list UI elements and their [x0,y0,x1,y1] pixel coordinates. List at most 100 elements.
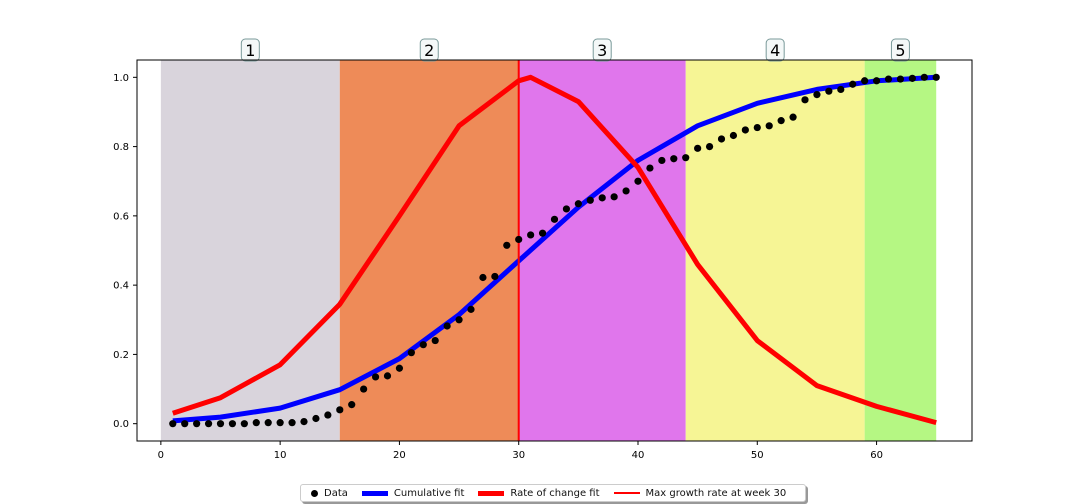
data-point-50 [765,122,773,130]
x-tick-label-0: 0 [158,450,164,461]
data-point-34 [574,200,582,208]
plot-frame [136,59,973,442]
data-point-7 [252,419,260,427]
series-2-line [172,74,937,426]
legend-swatch-maxgrowth [613,492,640,494]
data-point-38 [622,187,630,195]
legend-item-cumulative: Cumulative fit [361,487,465,499]
region-5 [864,60,937,441]
data-point-12 [312,414,320,423]
data-point-10 [288,419,296,427]
y-tick-label-3: 0.6 [113,211,129,222]
y-axis: 0.0 0.2 0.4 0.6 0.8 1.0 [113,73,137,430]
data-point-54 [813,91,821,99]
x-tick-label-5: 50 [751,450,764,461]
data-point-46 [717,135,726,143]
data-point-16 [360,385,368,393]
data-point-27 [491,272,499,281]
legend-swatch-cumulative [361,490,388,496]
data-point-59 [872,77,881,85]
series-1-line [172,74,937,424]
y-tick-label-4: 0.8 [113,142,129,153]
data-point-24 [455,316,463,324]
data-point-26 [479,273,487,282]
y-tick-label-1: 0.2 [113,350,129,361]
legend-label-rate: Rate of change fit [510,487,600,499]
data-point-40 [646,164,654,172]
legend-label-cumulative: Cumulative fit [393,487,465,499]
data-point-56 [837,85,845,94]
data-point-49 [753,123,761,132]
region-3 [518,60,686,441]
y-tick-label-2: 0.4 [113,281,129,292]
data-point-1 [181,420,189,428]
x-tick-label-2: 20 [393,450,406,461]
data-point-9 [276,419,284,427]
data-point-5 [228,420,237,428]
region-2 [339,60,519,441]
data-point-31 [538,229,547,237]
data-point-51 [777,117,785,125]
data-point-35 [586,196,594,204]
data-point-19 [395,364,404,372]
region-label-box-4 [765,38,785,62]
data-point-37 [610,193,618,201]
data-point-2 [193,420,201,428]
data-point-23 [443,322,451,330]
legend-label-data: Data [324,487,348,499]
region-label-5: 5 [895,41,905,60]
data-point-43 [682,154,690,162]
region-label-box-1 [240,38,260,62]
x-tick-label-1: 10 [274,450,287,461]
region-label-2: 2 [424,41,434,60]
data-point-47 [729,131,738,140]
data-point-22 [431,336,439,345]
region-label-box-2 [419,38,439,62]
region-label-box-3 [592,38,612,62]
region-4 [685,60,865,441]
region-label-4: 4 [770,41,780,60]
data-point-41 [658,156,666,165]
data-point-48 [741,126,749,134]
y-tick-label-0: 0.0 [113,419,129,430]
data-point-4 [216,420,225,428]
legend-item-rate: Rate of change fit [478,487,600,499]
data-point-44 [694,144,702,152]
data-point-33 [562,205,571,213]
data-point-29 [515,235,523,244]
data-point-13 [324,411,332,419]
data-point-60 [884,75,893,83]
data-point-28 [503,241,511,249]
data-point-14 [336,406,344,414]
data-point-42 [670,155,678,163]
x-tick-label-6: 60 [870,450,883,461]
region-label-box-5 [890,38,910,62]
region-label-1: 1 [245,41,255,60]
data-point-61 [896,75,905,83]
data-point-32 [550,215,559,223]
data-point-15 [348,401,356,409]
legend-label-maxgrowth: Max growth rate at week 30 [645,487,787,499]
data-point-17 [371,373,380,381]
region-1 [160,60,340,441]
data-point-62 [908,74,916,82]
data-point-18 [383,372,392,380]
data-point-11 [300,418,308,426]
data-point-58 [861,77,869,85]
data-point-25 [467,305,475,313]
data-point-6 [240,420,248,428]
shaded-regions [160,60,937,441]
data-point-30 [527,231,535,239]
legend-swatch-data [311,489,318,497]
data-point-53 [801,96,809,104]
legend-item-data: Data [311,488,348,499]
legend: Data Cumulative fit Rate of change fit M… [300,484,806,502]
data-point-21 [419,341,427,349]
x-tick-label-4: 40 [632,450,645,461]
data-point-20 [407,349,415,357]
legend-swatch-rate [478,490,505,496]
series-layer [169,60,940,441]
data-point-64 [932,73,940,81]
data-point-57 [849,80,857,88]
